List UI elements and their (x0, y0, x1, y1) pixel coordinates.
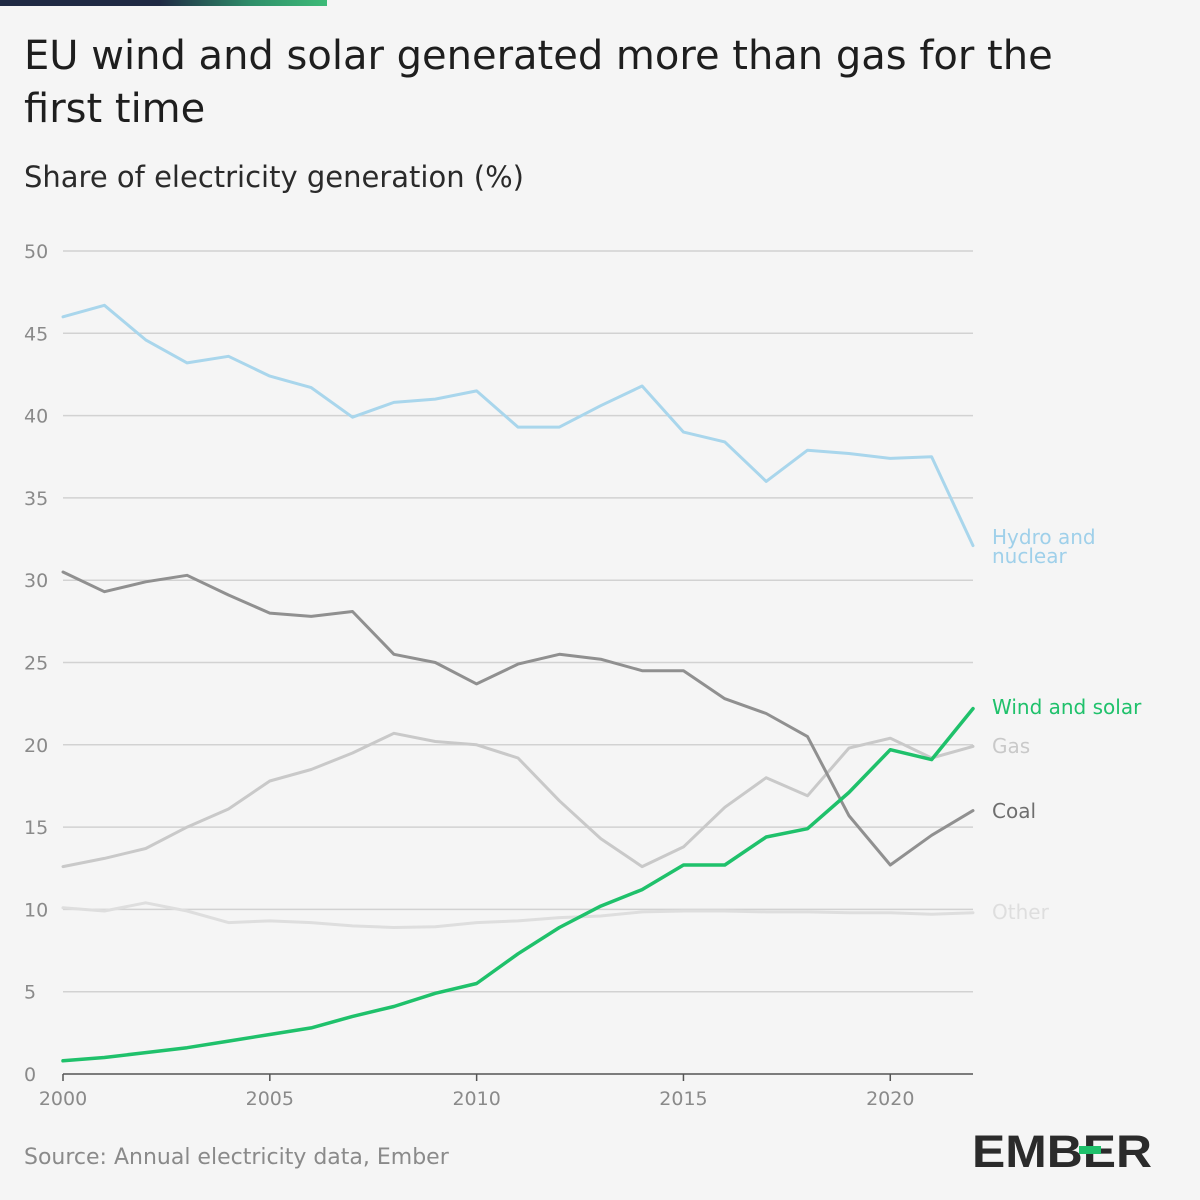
x-tick-label: 2010 (452, 1088, 500, 1110)
y-tick-label: 15 (24, 817, 48, 839)
series-lines (61, 303, 975, 1063)
y-tick-label: 0 (24, 1064, 36, 1086)
gridlines (63, 250, 973, 993)
y-tick-label: 40 (24, 406, 48, 428)
ember-logo-text: EMBER (972, 1128, 1152, 1172)
series-line-coal (61, 570, 975, 867)
x-tick-label: 2005 (246, 1088, 294, 1110)
chart-title: EU wind and solar generated more than ga… (24, 33, 1053, 132)
x-tick-label: 2015 (659, 1088, 707, 1110)
y-tick-label: 10 (24, 899, 48, 921)
brand-accent-bar (0, 0, 327, 6)
series-label-wind-and-solar: Wind and solar (992, 695, 1142, 719)
ember-logo: EMBER (972, 1128, 1152, 1172)
x-tick-label: 2020 (866, 1088, 914, 1110)
series-line-hydro-and-nuclear (61, 303, 975, 548)
accent-bar-green-segment (160, 0, 327, 6)
y-tick-label: 30 (24, 570, 48, 592)
series-label-hydro-and-nuclear: Hydro and nuclear (992, 525, 1096, 568)
ember-logo-green-bar (1079, 1146, 1101, 1154)
chart-subtitle: Share of electricity generation (%) (24, 160, 524, 194)
y-tick-label: 5 (24, 982, 36, 1004)
series-label-other: Other (992, 900, 1050, 924)
series-label-coal: Coal (992, 799, 1036, 823)
series-line-gas (61, 731, 975, 869)
source-note: Source: Annual electricity data, Ember (24, 1145, 449, 1170)
series-label-gas: Gas (992, 734, 1030, 758)
y-tick-label: 45 (24, 323, 48, 345)
series-end-labels: Other Gas Coal Hydro and nuclear Wind and sol… (992, 525, 1142, 924)
x-axis-tick-labels: 2000 2005 2010 2015 2020 (39, 1088, 915, 1110)
x-tick-label: 2000 (39, 1088, 87, 1110)
y-tick-label: 35 (24, 488, 48, 510)
series-line-wind-and-solar (61, 706, 975, 1063)
y-tick-label: 20 (24, 735, 48, 757)
y-tick-label: 50 (24, 241, 48, 263)
y-axis-tick-labels: 0 5 10 15 20 25 30 35 40 45 50 (24, 241, 48, 1086)
accent-bar-dark-segment (0, 0, 160, 6)
y-tick-label: 25 (24, 653, 48, 675)
x-axis (62, 1073, 973, 1081)
series-line-other (61, 901, 975, 929)
